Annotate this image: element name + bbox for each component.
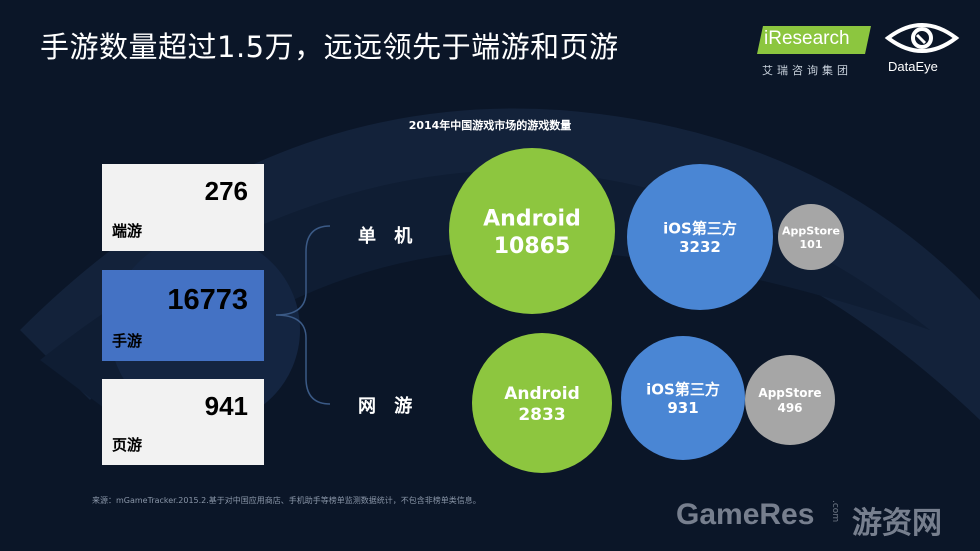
bubble-circle — [778, 204, 844, 270]
grouping-brace — [275, 225, 331, 405]
iresearch-logo: iResearch 艾瑞咨询集团 — [757, 22, 872, 78]
bubble-label: Android — [504, 384, 580, 404]
watermark-chinese: 游资网 — [852, 506, 942, 541]
bubble-label: iOS第三方 — [663, 219, 737, 237]
bubble-value: 10865 — [494, 234, 571, 259]
bubble-circle — [449, 148, 615, 314]
bubble-circle — [745, 355, 835, 445]
bubble-circle — [621, 336, 745, 460]
group-label-wangyou: 网 游 — [358, 396, 419, 417]
category-label: 端游 — [112, 222, 143, 240]
bubble-value: 101 — [800, 238, 823, 251]
group-label-danji: 单 机 — [358, 226, 419, 247]
chart-title: 2014年中国游戏市场的游戏数量 — [408, 119, 572, 132]
dataeye-eye-icon — [884, 23, 960, 53]
bubble-label: AppStore — [758, 386, 821, 400]
iresearch-logo-text: iResearch — [764, 28, 850, 49]
bubble-value: 3232 — [679, 238, 721, 256]
bubble-label: AppStore — [782, 224, 840, 237]
category-value: 276 — [204, 176, 248, 206]
watermark-text: GameRes — [676, 498, 815, 531]
dataeye-logo: DataEye — [884, 18, 960, 78]
bubble-value: 931 — [667, 399, 698, 417]
watermark-domain: .com — [830, 500, 840, 523]
category-value: 941 — [204, 391, 248, 421]
category-card-duanyou: 276 端游 — [102, 164, 264, 251]
bubble-circle — [627, 164, 773, 310]
bubble-circle — [472, 333, 612, 473]
category-value: 16773 — [167, 284, 248, 316]
category-card-yeyou: 941 页游 — [102, 379, 264, 465]
source-note: 来源：mGameTracker.2015.2.基于对中国应用商店、手机助手等榜单… — [92, 496, 481, 505]
bubble-value: 2833 — [518, 405, 565, 425]
iresearch-logo-subtitle: 艾瑞咨询集团 — [762, 64, 852, 77]
bubble-label: iOS第三方 — [646, 380, 720, 398]
dataeye-logo-text: DataEye — [888, 59, 938, 74]
page-title: 手游数量超过1.5万，远远领先于端游和页游 — [40, 30, 619, 64]
category-label: 手游 — [112, 332, 143, 350]
bubble-value: 496 — [777, 401, 802, 415]
category-card-shouyou: 16773 手游 — [102, 270, 264, 361]
bubble-label: Android — [483, 207, 581, 232]
category-label: 页游 — [112, 436, 143, 454]
